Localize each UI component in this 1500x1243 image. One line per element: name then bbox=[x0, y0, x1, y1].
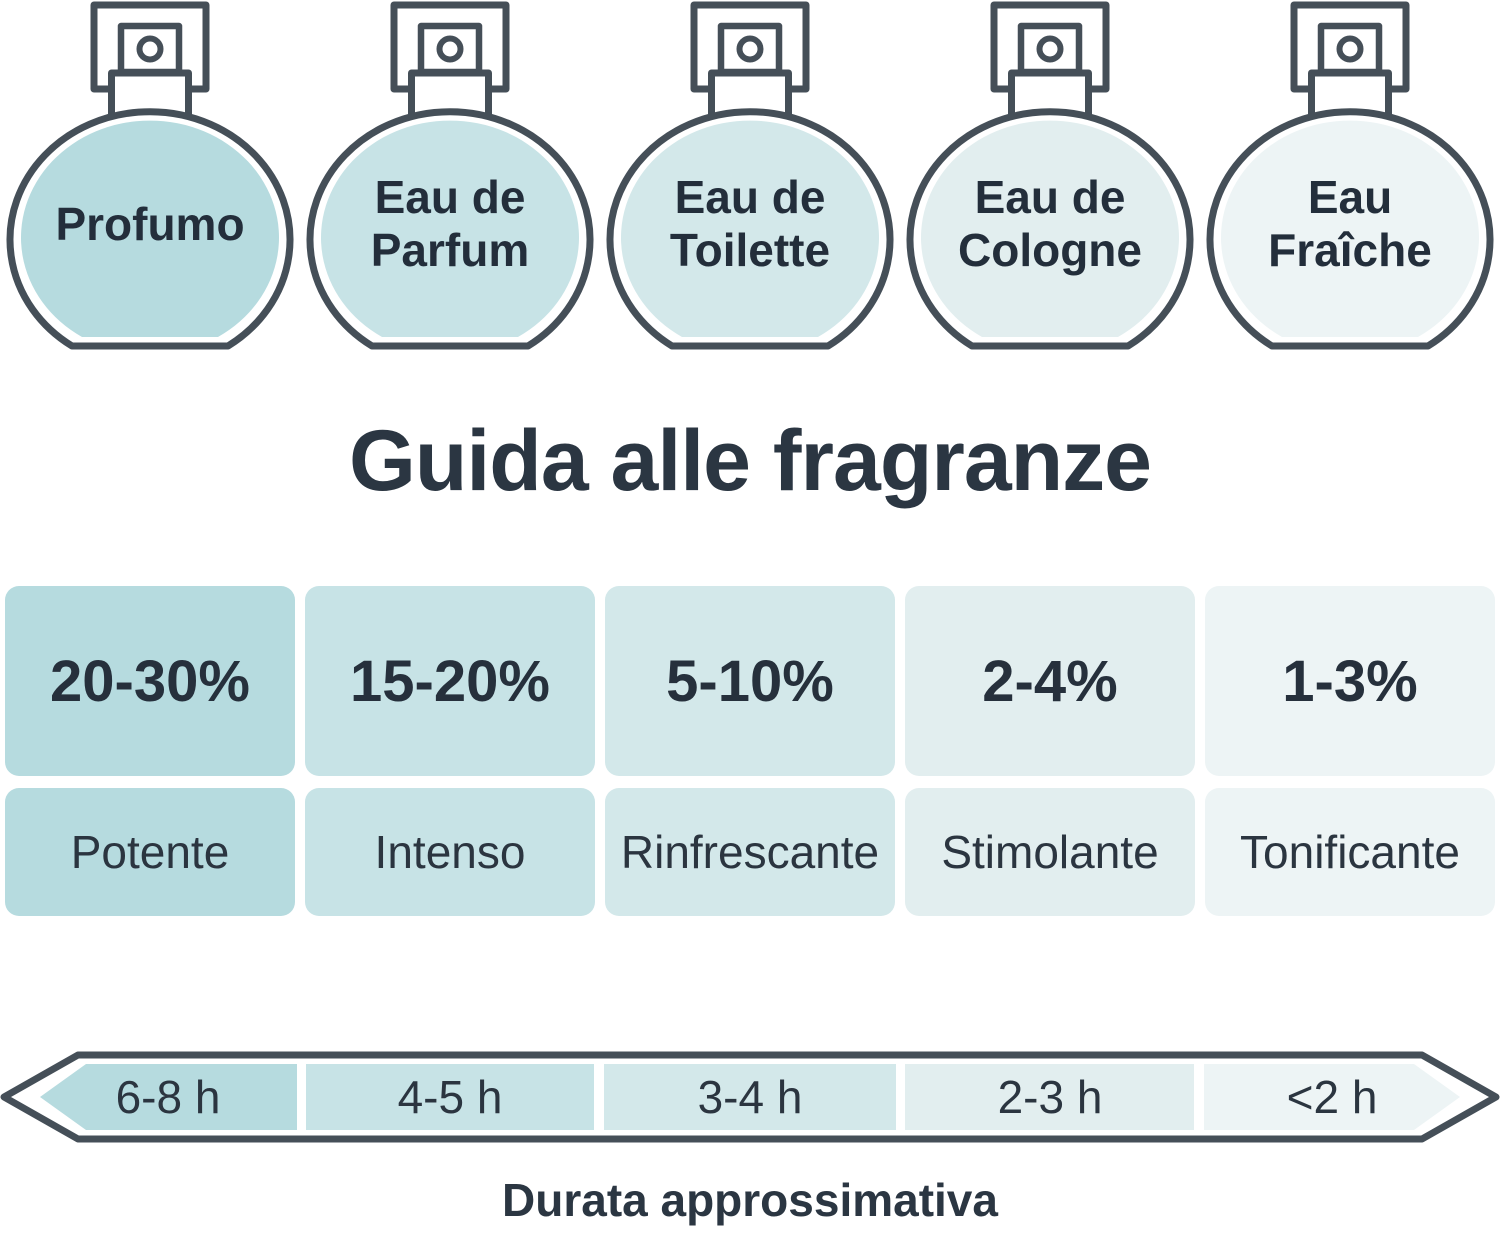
bottles-row: Profumo Eau de Parfum bbox=[0, 0, 1500, 352]
duration-label: <2 h bbox=[1286, 1071, 1378, 1123]
duration-segment-fill bbox=[604, 1064, 896, 1130]
concentration-cell: 20-30% bbox=[5, 586, 295, 776]
concentration-row: 20-30% 15-20% 5-10% 2-4% 1-3% bbox=[5, 586, 1495, 776]
bottle-body-fill bbox=[321, 120, 579, 337]
descriptor-row: Potente Intenso Rinfrescante Stimolante … bbox=[5, 788, 1495, 916]
bottle-label: Eau de Cologne bbox=[958, 171, 1142, 276]
spray-nozzle-icon bbox=[1336, 35, 1364, 63]
duration-label: 3-4 h bbox=[697, 1071, 803, 1123]
concentration-cell: 2-4% bbox=[905, 586, 1195, 776]
perfume-bottle-icon bbox=[906, 1, 1194, 350]
descriptor-cell: Tonificante bbox=[1205, 788, 1495, 916]
perfume-bottle-icon bbox=[6, 1, 294, 350]
duration-label: 4-5 h bbox=[397, 1071, 503, 1123]
spray-nozzle-icon bbox=[436, 35, 464, 63]
bottle-label: Eau de Toilette bbox=[669, 171, 831, 276]
perfume-bottle-icon bbox=[1206, 1, 1494, 350]
duration-caption: Durata approssimativa bbox=[502, 1174, 998, 1226]
duration-label: 2-3 h bbox=[997, 1071, 1103, 1123]
duration-segment-fill bbox=[1204, 1064, 1460, 1130]
bottle-profumo: Profumo bbox=[0, 0, 300, 352]
bottle-body-fill bbox=[21, 120, 280, 337]
bottle-eau-de-parfum: Eau de Parfum bbox=[300, 0, 600, 352]
bottle-eau-de-cologne: Eau de Cologne bbox=[900, 0, 1200, 352]
bottle-body-fill bbox=[621, 120, 879, 337]
perfume-bottle-icon bbox=[606, 1, 894, 350]
bottle-body-fill bbox=[1221, 120, 1479, 337]
concentration-cell: 15-20% bbox=[305, 586, 595, 776]
spray-nozzle-icon bbox=[1036, 35, 1064, 63]
descriptor-cell: Intenso bbox=[305, 788, 595, 916]
duration-segment-fill bbox=[306, 1064, 594, 1130]
duration-label: 6-8 h bbox=[115, 1071, 221, 1123]
bottle-label: Profumo bbox=[55, 197, 245, 250]
descriptor-cell: Stimolante bbox=[905, 788, 1195, 916]
bottle-label: Eau de Parfum bbox=[370, 171, 530, 276]
descriptor-cell: Rinfrescante bbox=[605, 788, 895, 916]
bottle-eau-fraiche: Eau Fraîche bbox=[1200, 0, 1500, 352]
duration-segment-fill bbox=[905, 1064, 1194, 1130]
bottle-eau-de-toilette: Eau de Toilette bbox=[600, 0, 900, 352]
bottle-label: Eau Fraîche bbox=[1268, 171, 1432, 276]
duration-arrow-bar: 6-8 h 4-5 h 3-4 h 2-3 h <2 h bbox=[0, 1037, 1500, 1157]
perfume-bottle-icon bbox=[306, 1, 594, 350]
bottle-body-fill bbox=[921, 120, 1179, 337]
descriptor-cell: Potente bbox=[5, 788, 295, 916]
spray-nozzle-icon bbox=[136, 35, 164, 63]
page-title: Guida alle fragranze bbox=[348, 413, 1152, 509]
double-arrow-icon bbox=[0, 1051, 1500, 1143]
spray-nozzle-icon bbox=[736, 35, 764, 63]
concentration-cell: 1-3% bbox=[1205, 586, 1495, 776]
concentration-cell: 5-10% bbox=[605, 586, 895, 776]
duration-segment-fill bbox=[40, 1064, 297, 1130]
